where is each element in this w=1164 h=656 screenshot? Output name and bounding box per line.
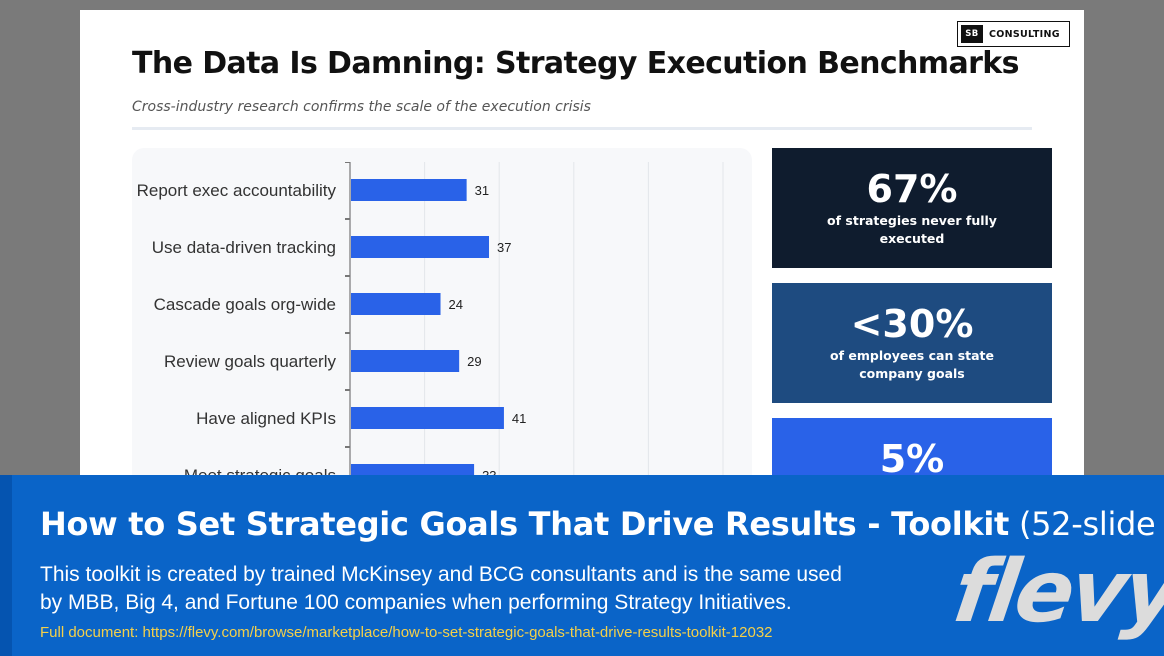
full-document-link[interactable]: Full document: https://flevy.com/browse/…	[40, 624, 773, 641]
bar-chart: Report exec accountability 31 Use data-dri…	[137, 162, 724, 480]
slide: SB CONSULTING The Data Is Damning: Strat…	[80, 10, 1084, 480]
data-label: 41	[512, 411, 526, 426]
banner-title: How to Set Strategic Goals That Drive Re…	[40, 505, 1164, 543]
slide-subtitle: Cross-industry research confirms the sca…	[132, 99, 591, 115]
banner-title-light: (52-slide PowerPoint presentation)	[1018, 505, 1164, 543]
slide-title: The Data Is Damning: Strategy Execution …	[132, 46, 1020, 81]
bar	[351, 407, 504, 429]
bar	[351, 236, 490, 258]
stat-card-employees: <30% of employees can state company goal…	[772, 283, 1052, 403]
category-label: Cascade goals org-wide	[154, 295, 336, 314]
stat-value: 5%	[879, 437, 945, 480]
sb-consulting-logo: SB CONSULTING	[957, 21, 1070, 47]
title-divider	[132, 127, 1032, 130]
stat-value: <30%	[850, 302, 974, 346]
bar-chart-card: Report exec accountability 31 Use data-dri…	[132, 148, 752, 480]
bar	[351, 179, 467, 201]
data-label: 37	[497, 240, 511, 255]
data-label: 29	[467, 354, 481, 369]
banner-title-bold: How to Set Strategic Goals That Drive Re…	[40, 505, 1010, 543]
stat-value: 67%	[866, 167, 958, 211]
promo-banner: How to Set Strategic Goals That Drive Re…	[0, 475, 1164, 656]
stat-label: of strategies never fully executed	[827, 213, 997, 246]
data-label: 31	[475, 183, 489, 198]
stat-label: of employees can state company goals	[830, 348, 994, 381]
flevy-logo: flevy	[947, 542, 1164, 642]
banner-description: This toolkit is created by trained McKin…	[40, 563, 842, 614]
category-label: Review goals quarterly	[164, 352, 336, 371]
stat-card-third: 5%	[772, 418, 1052, 480]
bar	[351, 293, 441, 315]
logo-mark: SB	[961, 25, 983, 43]
stat-card-strategies: 67% of strategies never fully executed	[772, 148, 1052, 268]
banner-edge	[0, 475, 12, 656]
bar	[351, 350, 460, 372]
category-label: Have aligned KPIs	[196, 409, 336, 428]
logo-text: CONSULTING	[989, 28, 1060, 40]
data-label: 24	[449, 297, 463, 312]
category-label: Report exec accountability	[137, 181, 337, 200]
category-label: Use data-driven tracking	[152, 238, 336, 257]
